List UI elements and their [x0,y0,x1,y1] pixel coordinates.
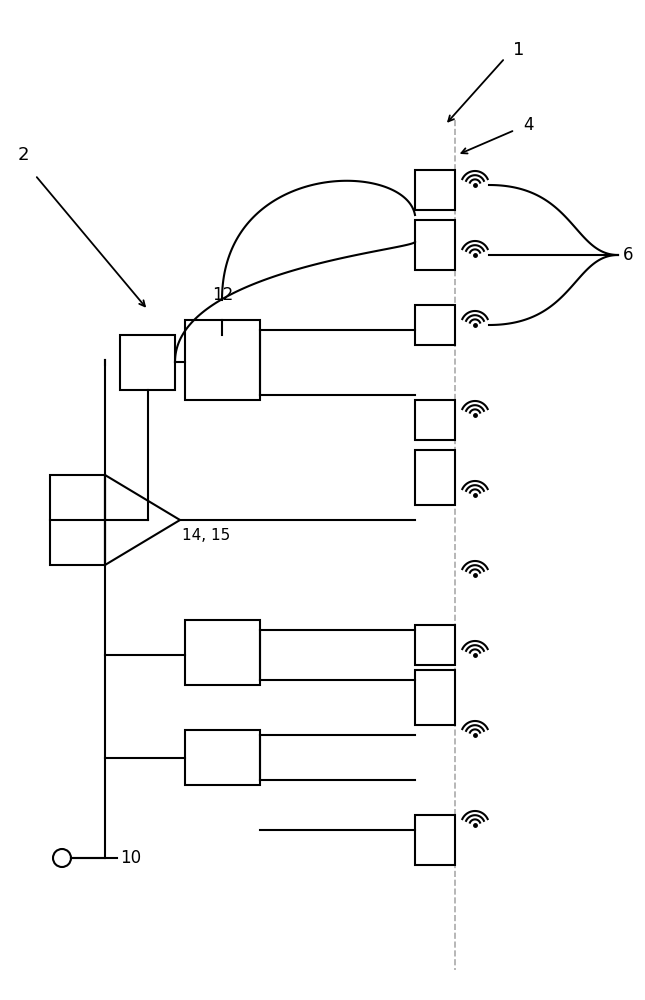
Bar [415,625,455,665]
Bar [185,620,260,685]
Bar [415,305,455,345]
Bar [415,400,455,440]
Text: 4: 4 [523,116,533,134]
Bar [415,450,455,505]
Bar [415,170,455,210]
Text: 12: 12 [212,286,233,304]
Bar [415,815,455,865]
Bar [185,730,260,785]
Bar [415,670,455,725]
Text: 14, 15: 14, 15 [182,528,230,542]
Bar [185,320,260,400]
Bar [120,335,175,390]
Text: 6: 6 [623,246,633,264]
Text: 1: 1 [513,41,524,59]
Text: 2: 2 [18,146,30,164]
Text: 10: 10 [120,849,141,867]
Bar [415,220,455,270]
Bar [50,475,105,565]
